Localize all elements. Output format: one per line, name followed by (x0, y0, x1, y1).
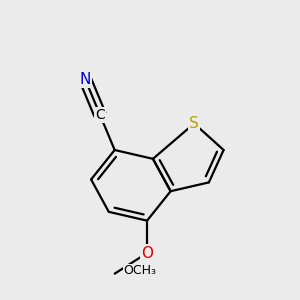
Text: C: C (95, 108, 105, 122)
Text: N: N (80, 72, 91, 87)
Text: O: O (141, 246, 153, 261)
Text: S: S (189, 116, 199, 131)
Text: OCH₃: OCH₃ (124, 264, 157, 277)
